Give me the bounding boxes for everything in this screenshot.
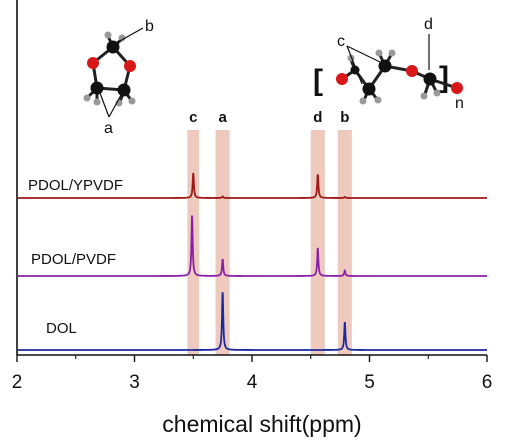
oxygen-atom	[406, 65, 418, 77]
peak-label-c: c	[189, 109, 197, 126]
oxygen-atom	[87, 57, 99, 69]
x-ticks: 2 3 4 5 6	[12, 355, 493, 393]
hydrogen-atom	[118, 34, 126, 42]
carbon-atom	[90, 81, 104, 95]
x-tick-label: 2	[12, 372, 23, 393]
series-labels: PDOL/YPVDF PDOL/PVDF DOL	[28, 177, 123, 337]
dol-label-a: a	[104, 120, 113, 137]
series-label-dol: DOL	[46, 320, 77, 337]
pointer-line	[346, 45, 363, 85]
series-line-pdol-pvdf	[17, 215, 487, 277]
series-label-pdol-ypvdf: PDOL/YPVDF	[28, 177, 123, 194]
pointer-line	[117, 27, 144, 43]
peak-label-b: b	[340, 109, 349, 126]
hydrogen-atom	[433, 89, 441, 97]
dol-atoms	[83, 31, 136, 107]
oxygen-atom	[124, 60, 136, 72]
series-line-pdol-ypvdf	[17, 172, 487, 199]
pdol-label-c: c	[337, 33, 345, 50]
hydrogen-atom	[374, 96, 382, 104]
carbon-atom	[106, 40, 120, 54]
x-tick-label: 5	[364, 372, 375, 393]
spectra	[17, 172, 487, 351]
dol-molecule: b a	[83, 18, 154, 137]
pdol-molecule: [ ]	[313, 16, 464, 112]
hydrogen-atom	[104, 31, 112, 39]
pointer-line	[346, 45, 381, 63]
oxygen-atom	[336, 73, 348, 85]
pointer-line	[108, 94, 122, 118]
hydrogen-atom	[359, 97, 367, 105]
series-line-dol	[17, 292, 487, 351]
pdol-label-d: d	[424, 16, 433, 33]
open-bracket: [	[313, 64, 323, 97]
hydrogen-atom	[83, 94, 91, 102]
series-label-pdol-pvdf: PDOL/PVDF	[31, 251, 116, 268]
carbon-atom	[362, 82, 376, 96]
hydrogen-atom	[375, 49, 383, 57]
peak-label-a: a	[218, 109, 227, 126]
highlight-bands	[187, 130, 352, 355]
pdol-label-n: n	[455, 95, 464, 112]
carbon-atom	[378, 59, 392, 73]
close-bracket: ]	[439, 61, 449, 94]
dol-label-b: b	[145, 18, 154, 35]
pointer-line	[99, 92, 110, 118]
x-tick-label: 3	[129, 372, 140, 393]
highlight-band-b	[337, 130, 352, 355]
hydrogen-atom	[420, 92, 428, 100]
x-tick-label: 6	[482, 372, 493, 393]
hydrogen-atom	[388, 49, 396, 57]
carbon-atom	[117, 83, 131, 97]
highlight-band-a	[215, 130, 230, 355]
peak-label-d: d	[313, 109, 322, 126]
oxygen-atom	[451, 82, 463, 94]
highlight-band-d	[310, 130, 325, 355]
hydrogen-atom	[128, 97, 136, 105]
hydrogen-atom	[93, 98, 101, 106]
x-axis-title: chemical shift(ppm)	[162, 411, 361, 437]
pdol-atoms	[336, 49, 463, 105]
carbon-atom	[423, 72, 437, 86]
x-tick-label: 4	[247, 372, 258, 393]
